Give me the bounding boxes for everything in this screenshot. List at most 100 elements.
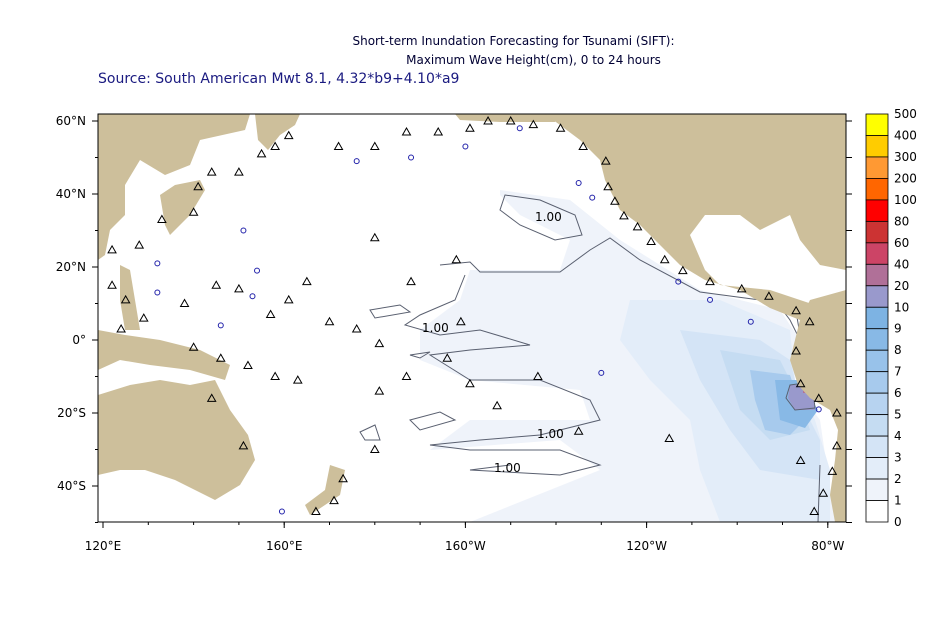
- tide-gauge-triangle: [600, 156, 611, 165]
- dart-buoy-circle: [254, 267, 261, 274]
- tide-gauge-triangle: [555, 123, 566, 132]
- map-area: 1.00 1.00 1.00 1.00: [98, 114, 846, 522]
- contour-label: 1.00: [422, 321, 449, 335]
- tide-gauge-triangle: [804, 316, 815, 326]
- tide-gauge-triangle: [283, 294, 294, 304]
- tide-gauge-triangle: [619, 210, 629, 220]
- tide-gauge-triangle: [333, 141, 344, 151]
- wave-height-field: [420, 190, 835, 522]
- dart-buoy-circle: [462, 143, 469, 150]
- dart-buoy-circle: [675, 278, 682, 285]
- colorbar-label: 200: [894, 171, 917, 185]
- dart-buoy-circle: [240, 227, 247, 234]
- tide-gauge-triangle: [215, 353, 226, 362]
- colorbar-swatch: [865, 156, 889, 179]
- tide-gauge-triangle: [292, 375, 303, 384]
- tide-gauge-triangle: [338, 473, 348, 483]
- tide-gauge-triangle: [659, 254, 670, 264]
- colorbar-label: 100: [894, 193, 917, 207]
- tide-gauge-triangle: [301, 276, 312, 286]
- tide-gauge-triangle: [188, 207, 199, 216]
- tide-gauge-triangle: [401, 126, 412, 136]
- tide-gauge-triangle: [492, 400, 502, 410]
- colorbar-label: 2: [894, 472, 902, 486]
- dart-buoy-circle: [516, 125, 523, 132]
- lat-tick-label: 0°: [72, 333, 86, 347]
- tide-gauge-triangle: [528, 119, 539, 129]
- tide-gauge-triangle: [646, 236, 656, 245]
- tide-gauge-triangle: [256, 148, 267, 158]
- dart-buoy-circle: [815, 406, 822, 413]
- tide-gauge-triangle: [116, 324, 126, 333]
- tide-gauge-triangle: [736, 283, 747, 293]
- dart-buoy-circle: [154, 260, 161, 267]
- tide-gauge-triangle: [809, 506, 820, 516]
- tide-gauge-triangle: [234, 283, 244, 293]
- colorbar-swatch: [865, 371, 889, 394]
- tide-gauge-triangle: [211, 280, 222, 289]
- colorbar-swatch: [865, 199, 889, 222]
- tide-gauge-triangle: [324, 316, 335, 326]
- new-zealand: [305, 465, 345, 515]
- colorbar-swatch: [865, 263, 889, 287]
- colorbar-swatch: [865, 328, 889, 351]
- tide-gauge-triangle: [179, 298, 190, 307]
- source-label: Source: South American Mwt 8.1, 4.32*b9+…: [98, 71, 460, 87]
- tide-gauge-triangle: [107, 280, 117, 289]
- chart-subtitle: Maximum Wave Height(cm), 0 to 24 hours: [406, 53, 661, 67]
- tide-gauge-triangle: [791, 305, 801, 315]
- tide-gauge-triangle: [764, 291, 774, 300]
- tide-gauge-triangle: [265, 309, 276, 318]
- south-america: [790, 290, 846, 522]
- lat-tick-label: 40°N: [56, 187, 86, 201]
- gauges: [107, 115, 842, 516]
- lat-tick-label: 40°S: [57, 479, 86, 493]
- tide-gauge-triangle: [369, 232, 380, 242]
- tide-gauge-triangle: [603, 181, 613, 191]
- dart-buoy-circle: [747, 318, 754, 325]
- colorbar-label: 10: [894, 300, 909, 314]
- tide-gauge-triangle: [827, 466, 838, 475]
- tide-gauge-triangle: [831, 440, 842, 450]
- tide-gauge-triangle: [610, 196, 620, 205]
- lon-tick-label: 160°E: [266, 539, 303, 553]
- indonesia-new-guinea: [98, 330, 230, 380]
- contour-label: 1.00: [537, 427, 564, 441]
- colorbar-swatch: [865, 178, 889, 201]
- tide-gauge-triangle: [234, 167, 244, 176]
- colorbar-swatch: [865, 414, 889, 437]
- colorbar-label: 300: [894, 150, 917, 164]
- tide-gauge-triangle: [401, 371, 412, 380]
- north-america: [545, 114, 846, 320]
- colorbar-swatch: [865, 457, 889, 480]
- tide-gauge-triangle: [505, 115, 516, 125]
- dart-buoy-circle: [598, 369, 605, 376]
- tide-gauge-triangle: [369, 141, 380, 151]
- tide-gauge-triangle: [329, 495, 339, 505]
- tide-gauge-triangle: [193, 181, 203, 191]
- lon-tick-label: 160°W: [445, 539, 486, 553]
- dart-buoy-circle: [217, 322, 224, 329]
- tide-gauge-triangle: [573, 426, 584, 435]
- dart-buoy-circle: [249, 293, 256, 300]
- tide-gauge-triangle: [238, 440, 249, 450]
- colorbar-label: 8: [894, 343, 902, 357]
- dart-buoy-circle: [589, 194, 596, 201]
- lon-tick-label: 120°W: [626, 539, 667, 553]
- tide-gauge-triangle: [632, 221, 643, 231]
- tide-gauge-triangle: [206, 393, 217, 402]
- colorbar-label: 80: [894, 214, 909, 228]
- dart-buoy-circle: [154, 289, 161, 296]
- map-frame: [97, 113, 847, 523]
- tide-gauge-triangle: [578, 141, 589, 151]
- tide-gauge-triangle: [465, 378, 475, 388]
- tide-gauge-triangle: [664, 433, 675, 443]
- tide-gauge-triangle: [831, 407, 842, 417]
- tide-gauge-triangle: [351, 324, 362, 333]
- tide-gauge-triangle: [813, 393, 824, 402]
- colorbar-label: 0: [894, 515, 902, 529]
- colorbar-swatch: [865, 500, 889, 523]
- colorbar-swatch: [865, 113, 889, 136]
- dart-buoy-circle: [575, 180, 582, 187]
